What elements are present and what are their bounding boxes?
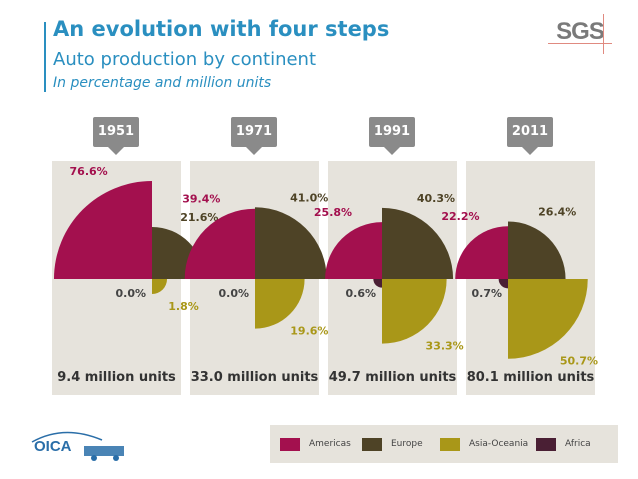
label-1951-asia-oceania: 1.8% — [168, 300, 199, 313]
label-1951-americas: 76.6% — [70, 165, 108, 178]
legend-label-africa: Africa — [565, 439, 591, 449]
year-tab-1951: 1951 — [93, 117, 139, 155]
sgs-logo: SGS — [548, 14, 612, 54]
sector-1951-asia-oceania — [152, 279, 168, 295]
label-1971-americas: 39.4% — [182, 193, 220, 206]
label-2011-americas: 22.2% — [441, 210, 479, 223]
sector-1991-europe — [382, 207, 454, 279]
label-1971-asia-oceania: 19.6% — [290, 325, 328, 338]
label-2011-asia-oceania: 50.7% — [560, 355, 598, 368]
sector-1971-asia-oceania — [255, 279, 305, 329]
label-2011-africa: 0.7% — [471, 287, 502, 300]
legend-item-africa: Africa — [536, 425, 591, 463]
oica-logo: OICA — [24, 424, 144, 464]
label-1991-asia-oceania: 33.3% — [426, 340, 464, 353]
logo-rule-vertical — [603, 14, 604, 54]
sector-1991-asia-oceania — [382, 279, 447, 344]
sector-1971-americas — [184, 208, 255, 279]
label-1971-europe: 41.0% — [290, 191, 328, 204]
sector-1991-americas — [325, 222, 382, 279]
sector-1951-americas — [53, 180, 153, 279]
label-1991-europe: 40.3% — [417, 192, 455, 205]
sector-2011-africa — [498, 279, 508, 289]
label-1991-americas: 25.8% — [314, 206, 352, 219]
sector-2011-asia-oceania — [508, 279, 588, 359]
sector-2011-americas — [455, 226, 508, 279]
legend-label-europe: Europe — [391, 439, 423, 449]
page-subtitle: Auto production by continent — [53, 49, 317, 70]
legend: Americas Europe Asia-Oceania Africa — [270, 425, 618, 463]
title-accent-bar — [44, 22, 46, 92]
sector-1971-europe — [255, 207, 327, 279]
year-tab-1971: 1971 — [231, 117, 277, 155]
total-units-1971: 33.0 million units — [190, 370, 319, 385]
legend-item-americas: Americas — [280, 425, 351, 463]
legend-item-asia-oceania: Asia-Oceania — [440, 425, 528, 463]
total-units-2011: 80.1 million units — [466, 370, 595, 385]
page-title: An evolution with four steps — [53, 17, 390, 41]
legend-swatch-europe — [362, 437, 382, 451]
label-1951-europe: 21.6% — [180, 211, 218, 224]
year-tab-2011: 2011 — [507, 117, 553, 155]
logo-rule-horizontal — [548, 43, 612, 44]
sector-2011-europe — [508, 221, 566, 279]
year-tab-1991: 1991 — [369, 117, 415, 155]
legend-swatch-asia-oceania — [440, 437, 460, 451]
legend-swatch-americas — [280, 437, 300, 451]
label-1991-africa: 0.6% — [345, 287, 376, 300]
oica-globe-icon — [31, 431, 124, 461]
total-units-1991: 49.7 million units — [328, 370, 457, 385]
sector-1991-africa — [373, 279, 382, 288]
label-1951-africa: 0.0% — [115, 287, 146, 300]
legend-item-europe: Europe — [362, 425, 423, 463]
sgs-logo-text: SGS — [556, 18, 605, 45]
legend-label-americas: Americas — [309, 439, 351, 449]
legend-swatch-africa — [536, 437, 556, 451]
oica-logo-text: OICA — [34, 438, 72, 455]
label-2011-europe: 26.4% — [538, 205, 576, 218]
label-1971-africa: 0.0% — [218, 287, 249, 300]
unit-note: In percentage and million units — [53, 75, 272, 91]
total-units-1951: 9.4 million units — [57, 370, 176, 385]
legend-label-asia-oceania: Asia-Oceania — [469, 439, 529, 449]
